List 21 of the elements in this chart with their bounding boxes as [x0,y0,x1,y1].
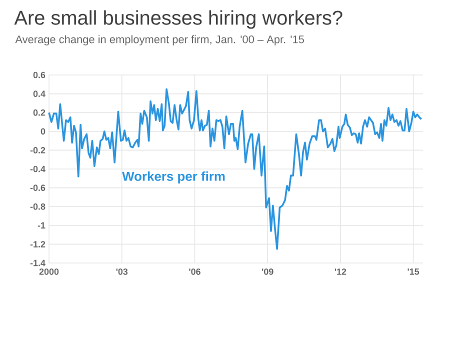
x-tick-label: 2000 [39,268,59,275]
y-tick-label: 0.2 [33,109,46,116]
y-tick-label: -0.6 [30,184,46,191]
y-tick-label: 0.6 [33,72,46,78]
chart-subtitle: Average change in employment per firm, Jan. '00 – Apr. '15 [15,35,304,46]
y-tick-label: 0 [40,128,46,135]
y-tick-label: -0.8 [30,203,46,210]
y-tick-label: -0.2 [30,147,46,154]
y-tick-label: 0.4 [33,90,46,97]
y-tick-label: -1 [38,222,46,228]
line-series [48,88,422,250]
y-tick-label: -0.4 [30,166,46,172]
y-tick-label: -1.4 [30,260,46,266]
x-tick-label: '09 [262,268,274,275]
series-label: Workers per firm [122,171,225,184]
x-tick-label: '03 [116,268,128,275]
x-tick-label: '12 [334,268,346,275]
chart-title: Are small businesses hiring workers? [14,10,342,29]
x-tick-label: '15 [408,268,420,275]
y-tick-label: -1.2 [30,241,46,248]
x-tick-label: '06 [189,268,200,275]
